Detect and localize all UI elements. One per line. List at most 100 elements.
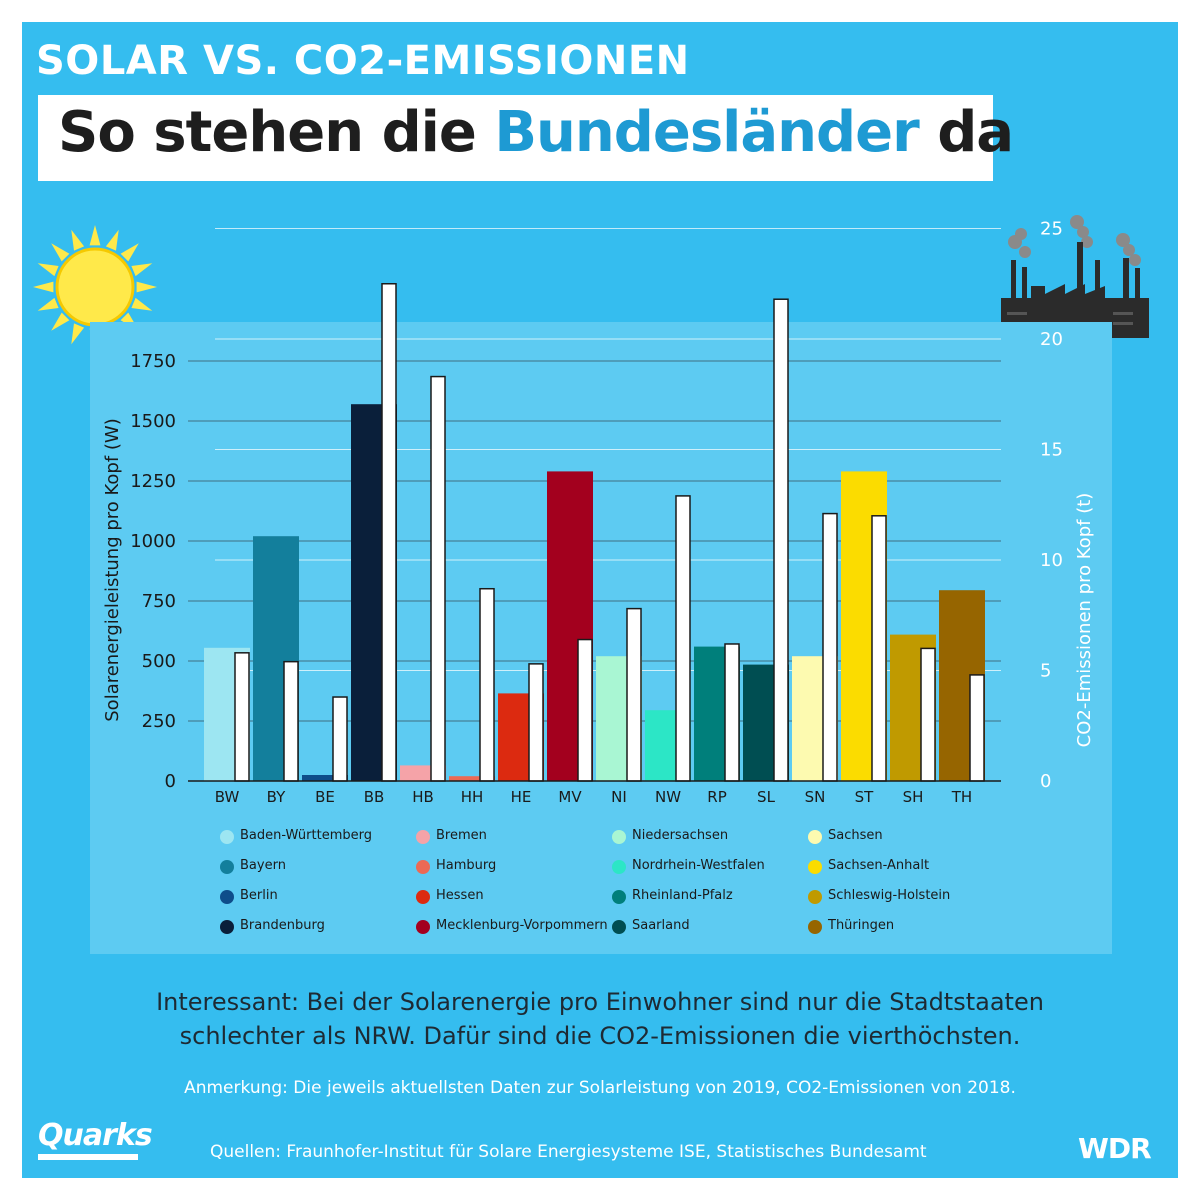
bar-co2-hb bbox=[430, 375, 446, 782]
legend-label: Baden-Württemberg bbox=[240, 828, 372, 843]
y-axis-label-left: Solarenergieleistung pro Kopf (W) bbox=[102, 418, 123, 722]
bars bbox=[204, 283, 985, 782]
legend-label: Bremen bbox=[436, 828, 487, 843]
y-tick-right: 20 bbox=[1040, 329, 1063, 350]
y-tick-right: 0 bbox=[1040, 771, 1051, 792]
title-before: So stehen die bbox=[58, 100, 495, 165]
legend-label: Rheinland-Pfalz bbox=[632, 888, 733, 903]
legend-label: Sachsen-Anhalt bbox=[828, 858, 930, 873]
x-tick-mv: MV bbox=[558, 788, 582, 806]
y-tick-left: 500 bbox=[142, 651, 176, 672]
legend-swatch bbox=[220, 920, 234, 934]
bar-co2-rp bbox=[724, 643, 740, 782]
legend: Baden-Württemberg Bayern Berlin Brandenburg… bbox=[220, 828, 1020, 948]
bar-co2-sn bbox=[822, 512, 838, 782]
wdr-logo: WDR bbox=[1078, 1132, 1152, 1165]
legend-swatch bbox=[612, 920, 626, 934]
legend-swatch bbox=[416, 920, 430, 934]
y-tick-left: 1500 bbox=[130, 411, 176, 432]
sun-ray bbox=[105, 229, 119, 251]
bar-co2-hh bbox=[479, 587, 495, 782]
sun-ray bbox=[131, 263, 153, 277]
bar-co2-ni bbox=[626, 607, 642, 782]
bar-co2-th bbox=[969, 674, 985, 782]
legend-swatch bbox=[220, 860, 234, 874]
bar-co2-mv bbox=[577, 638, 593, 782]
sun-ray bbox=[136, 281, 157, 293]
legend-label: Berlin bbox=[240, 888, 278, 903]
legend-label: Nordrhein-Westfalen bbox=[632, 858, 765, 873]
sun-ray bbox=[120, 243, 139, 262]
title-highlight: Bundesländer bbox=[494, 100, 919, 165]
y-tick-right: 25 bbox=[1040, 219, 1063, 240]
note-line-2: schlechter als NRW. Dafür sind die CO2-E… bbox=[179, 1022, 1021, 1050]
legend-swatch bbox=[612, 890, 626, 904]
legend-swatch bbox=[416, 890, 430, 904]
bar-co2-st bbox=[871, 515, 887, 782]
x-tick-be: BE bbox=[315, 788, 335, 806]
y-tick-left: 250 bbox=[142, 711, 176, 732]
legend-label: Schleswig-Holstein bbox=[828, 888, 951, 903]
x-tick-he: HE bbox=[511, 788, 532, 806]
x-tick-nw: NW bbox=[655, 788, 681, 806]
sun-ray bbox=[71, 229, 85, 251]
quarks-logo: Quarks bbox=[38, 1118, 153, 1153]
sun-ray bbox=[37, 263, 59, 277]
sun-ray bbox=[131, 297, 153, 311]
legend-label: Hessen bbox=[436, 888, 484, 903]
x-tick-bw: BW bbox=[215, 788, 240, 806]
legend-swatch bbox=[416, 830, 430, 844]
title-after: da bbox=[918, 100, 1014, 165]
x-tick-st: ST bbox=[855, 788, 875, 806]
page-title: So stehen die Bundesländer da bbox=[58, 100, 1014, 165]
y-tick-right: 10 bbox=[1040, 550, 1063, 571]
bar-co2-bb bbox=[381, 283, 397, 782]
title-box bbox=[38, 95, 993, 181]
bar-solar-hh bbox=[449, 776, 495, 781]
quarks-logo-bar bbox=[38, 1154, 138, 1160]
y-axis-label-right: CO2-Emissionen pro Kopf (t) bbox=[1074, 493, 1095, 748]
bar-solar-be bbox=[302, 775, 348, 781]
y-tick-right: 15 bbox=[1040, 440, 1063, 461]
bar-co2-be bbox=[332, 696, 348, 782]
note-line-1: Interessant: Bei der Solarenergie pro Ei… bbox=[156, 988, 1044, 1016]
legend-label: Mecklenburg-Vorpommern bbox=[436, 918, 608, 933]
bar-co2-he bbox=[528, 663, 544, 782]
y-tick-left: 1000 bbox=[130, 531, 176, 552]
y-tick-left: 750 bbox=[142, 591, 176, 612]
kicker-title: SOLAR VS. CO2-EMISSIONEN bbox=[36, 38, 690, 84]
legend-swatch bbox=[808, 860, 822, 874]
legend-swatch bbox=[612, 830, 626, 844]
y-tick-left: 0 bbox=[165, 771, 176, 792]
sun-ray bbox=[33, 281, 54, 293]
legend-swatch bbox=[808, 830, 822, 844]
legend-label: Hamburg bbox=[436, 858, 497, 873]
y-tick-left: 1250 bbox=[130, 471, 176, 492]
y-tick-right: 5 bbox=[1040, 661, 1051, 682]
x-tick-ni: NI bbox=[611, 788, 627, 806]
legend-label: Sachsen bbox=[828, 828, 883, 843]
x-tick-hb: HB bbox=[412, 788, 434, 806]
legend-label: Thüringen bbox=[828, 918, 895, 933]
legend-swatch bbox=[416, 860, 430, 874]
note-text: Interessant: Bei der Solarenergie pro Ei… bbox=[0, 985, 1200, 1053]
x-axis-labels: BW BY BE BB HB HH HE MV NI NW RP SL SN ST SH TH bbox=[215, 788, 973, 806]
sun-ray bbox=[51, 243, 70, 262]
legend-swatch bbox=[612, 860, 626, 874]
legend-label: Saarland bbox=[632, 918, 690, 933]
x-tick-rp: RP bbox=[707, 788, 726, 806]
bar-co2-nw bbox=[675, 495, 691, 782]
y-axis-ticks-left: 0 250 500 750 1000 1250 1500 1750 bbox=[130, 351, 176, 792]
bar-co2-by bbox=[283, 660, 299, 782]
y-axis-ticks-right: 0 5 10 15 20 25 bbox=[1040, 219, 1063, 793]
factory-icon bbox=[1001, 215, 1149, 338]
sources: Quellen: Fraunhofer-Institut für Solare … bbox=[210, 1142, 927, 1162]
sun-ray bbox=[89, 225, 101, 246]
legend-label: Brandenburg bbox=[240, 918, 325, 933]
x-tick-bb: BB bbox=[364, 788, 385, 806]
x-tick-by: BY bbox=[267, 788, 286, 806]
legend-swatch bbox=[808, 920, 822, 934]
remark: Anmerkung: Die jeweils aktuellsten Daten… bbox=[184, 1078, 1016, 1098]
